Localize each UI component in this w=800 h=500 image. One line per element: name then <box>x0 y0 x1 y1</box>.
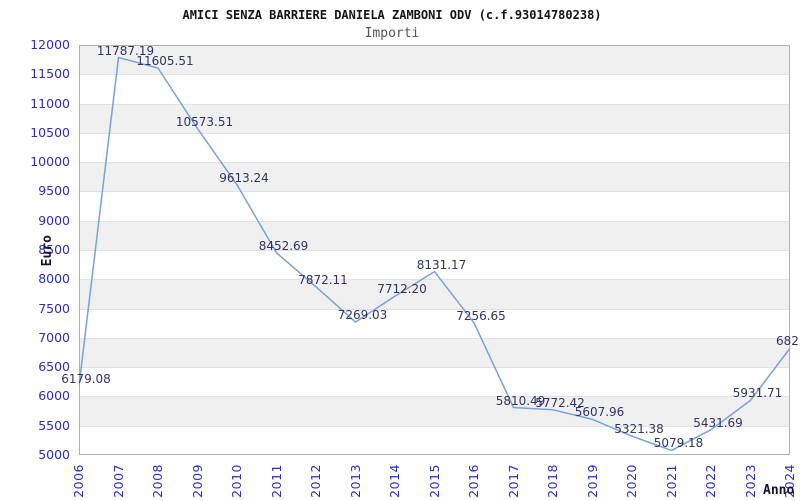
y-tick-label: 8500 <box>38 242 70 257</box>
y-tick-label: 6000 <box>38 388 70 404</box>
x-tick-label: 2015 <box>426 464 442 498</box>
x-tick-label: 2021 <box>663 464 679 498</box>
gridline <box>80 279 789 280</box>
gridline <box>80 338 789 339</box>
y-tick-label: 11000 <box>30 95 70 111</box>
y-tick-label: 10000 <box>30 154 70 170</box>
plot-band <box>80 103 789 133</box>
data-point-label: 8452.69 <box>258 238 309 253</box>
y-tick-label: 11500 <box>30 66 70 82</box>
gridline <box>80 104 789 105</box>
data-point-label: 7872.11 <box>298 272 348 287</box>
x-tick-label: 2008 <box>150 464 165 498</box>
x-tick-label: 2018 <box>545 464 560 498</box>
data-point-label: 8131.17 <box>416 257 467 272</box>
x-tick-label: 2011 <box>268 464 284 498</box>
plot-band <box>80 337 789 368</box>
gridline <box>80 191 789 192</box>
y-tick-label: 5500 <box>38 417 70 433</box>
data-point-label: 7269.03 <box>337 308 388 323</box>
plot-band <box>80 396 789 426</box>
x-tick-label: 2016 <box>466 464 481 498</box>
x-tick-label: 2009 <box>189 464 205 498</box>
data-point-label: 5607.96 <box>574 405 625 420</box>
plot-band <box>80 220 789 250</box>
x-tick-label: 2020 <box>624 464 639 498</box>
y-tick-label: 9000 <box>38 212 70 228</box>
x-tick-label: 2023 <box>742 464 758 498</box>
x-tick-label: 2022 <box>703 464 718 498</box>
gridline <box>80 133 789 134</box>
x-tick-label: 2014 <box>387 464 402 498</box>
data-point-label: 11605.51 <box>136 54 194 69</box>
gridline <box>80 309 789 310</box>
data-point-label: 10573.51 <box>175 114 234 129</box>
series-polyline <box>79 56 790 452</box>
chart-subtitle: Importi <box>364 26 420 41</box>
data-point-label: 7712.20 <box>377 282 427 297</box>
data-point-label: 5810.49 <box>495 393 546 408</box>
data-point-label: 7256.65 <box>456 308 506 323</box>
line-series <box>79 56 790 452</box>
data-point-label: 6179.08 <box>61 371 111 386</box>
data-point-label: 5772.42 <box>535 395 585 410</box>
y-tick-label: 10500 <box>30 124 70 140</box>
data-point-label: 6823.8 <box>776 334 800 349</box>
gridline <box>80 396 789 397</box>
y-tick-label: 6500 <box>38 359 70 375</box>
data-point-label: 5079.18 <box>653 436 704 451</box>
x-tick-label: 2007 <box>110 464 126 498</box>
plot-band <box>80 45 789 75</box>
y-tick-label: 7000 <box>38 329 70 345</box>
x-tick-label: 2013 <box>347 464 363 498</box>
gridline <box>80 250 789 251</box>
plot-area <box>79 45 790 455</box>
chart-title: AMICI SENZA BARRIERE DANIELA ZAMBONI ODV… <box>182 8 602 22</box>
gridline <box>80 74 789 75</box>
x-tick-label: 2006 <box>71 464 86 498</box>
y-tick-label: 12000 <box>30 37 70 52</box>
gridline <box>80 221 789 222</box>
gridline <box>80 367 789 368</box>
y-tick-label: 7500 <box>38 300 70 316</box>
y-tick-label: 8000 <box>38 271 70 287</box>
y-axis-title: Euro <box>40 235 55 267</box>
x-tick-label: 2012 <box>308 464 323 498</box>
x-tick-label: 2017 <box>505 464 521 498</box>
data-point-label: 5321.38 <box>614 422 664 437</box>
plot-band <box>80 279 789 309</box>
gridline <box>80 162 789 163</box>
x-axis-title: Anno <box>763 483 795 498</box>
data-point-label: 11787.19 <box>96 43 155 58</box>
data-point-label: 9613.24 <box>219 170 269 185</box>
plot-band <box>80 162 789 192</box>
data-point-label: 5431.69 <box>693 415 743 430</box>
gridline <box>80 426 789 427</box>
x-tick-label: 2019 <box>584 464 600 498</box>
x-tick-label: 2010 <box>229 464 244 498</box>
data-point-label: 5931.71 <box>732 386 783 401</box>
y-tick-label: 5000 <box>38 447 70 462</box>
y-tick-label: 9500 <box>38 183 70 199</box>
